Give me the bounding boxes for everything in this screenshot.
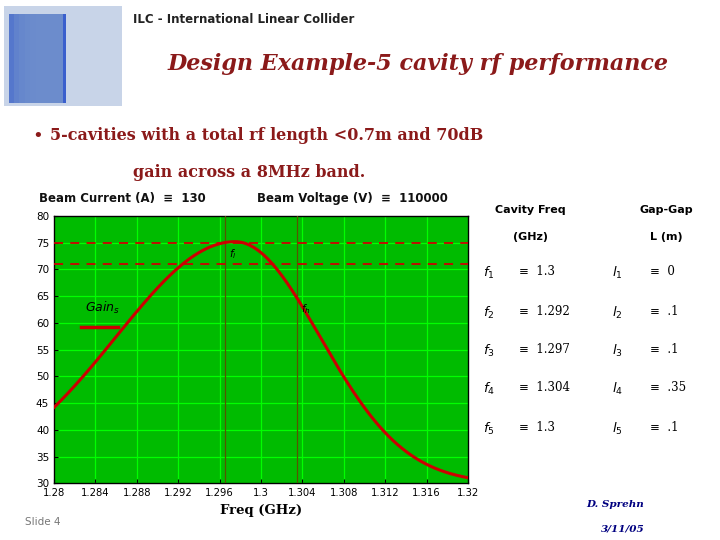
Text: Beam Voltage (V)  ≡  110000: Beam Voltage (V) ≡ 110000 (257, 192, 448, 205)
Bar (58, 15, 63, 103)
Bar (24, 15, 63, 103)
Text: Gap-Gap: Gap-Gap (639, 205, 693, 215)
Bar (41, 15, 63, 103)
Text: ≡  .35: ≡ .35 (649, 381, 685, 394)
Text: Design Example-5 cavity rf performance: Design Example-5 cavity rf performance (167, 53, 668, 75)
Bar (4, 5, 122, 106)
Bar (9, 15, 66, 103)
Text: (GHz): (GHz) (513, 232, 548, 242)
Text: $l_2$: $l_2$ (612, 305, 623, 321)
Text: $f_l$: $f_l$ (229, 247, 237, 261)
Text: ≡  1.3: ≡ 1.3 (518, 421, 554, 434)
Bar (14, 15, 63, 103)
Text: $f_2$: $f_2$ (484, 305, 495, 321)
Text: Cavity Freq: Cavity Freq (495, 205, 566, 215)
Bar (46, 15, 63, 103)
Text: $f_h$: $f_h$ (302, 303, 311, 316)
Text: 5-cavities with a total rf length <0.7m and 70dB: 5-cavities with a total rf length <0.7m … (50, 126, 483, 144)
Text: $f_3$: $f_3$ (484, 343, 495, 359)
Text: $l_4$: $l_4$ (612, 381, 624, 397)
Bar (36, 15, 63, 103)
Text: gain across a 8MHz band.: gain across a 8MHz band. (133, 164, 365, 181)
X-axis label: Freq (GHz): Freq (GHz) (220, 504, 302, 517)
Text: $f_1$: $f_1$ (484, 265, 495, 281)
Text: D. Sprehn: D. Sprehn (587, 500, 644, 509)
Text: Beam Current (A)  ≡  130: Beam Current (A) ≡ 130 (39, 192, 206, 205)
Text: ILC - International Linear Collider: ILC - International Linear Collider (133, 14, 354, 26)
Text: $l_3$: $l_3$ (612, 343, 623, 359)
Bar (9, 15, 63, 103)
Text: ≡  1.304: ≡ 1.304 (518, 381, 570, 394)
Text: ≡  .1: ≡ .1 (649, 343, 678, 356)
Text: ≡  1.3: ≡ 1.3 (518, 265, 554, 278)
Text: 3/11/05: 3/11/05 (600, 524, 644, 533)
Text: $Gain_s$: $Gain_s$ (85, 300, 120, 316)
Text: Slide 4: Slide 4 (25, 517, 60, 527)
Text: ≡  0: ≡ 0 (649, 265, 675, 278)
Bar (52, 15, 63, 103)
Text: $f_5$: $f_5$ (484, 421, 495, 437)
Bar (19, 15, 63, 103)
Text: $l_1$: $l_1$ (612, 265, 623, 281)
Text: L (m): L (m) (649, 232, 683, 242)
Text: ≡  1.297: ≡ 1.297 (518, 343, 570, 356)
Text: ≡  .1: ≡ .1 (649, 421, 678, 434)
Text: ≡  .1: ≡ .1 (649, 305, 678, 318)
Text: ≡  1.292: ≡ 1.292 (518, 305, 570, 318)
Text: •: • (32, 126, 43, 145)
Text: $l_5$: $l_5$ (612, 421, 623, 437)
Text: $f_4$: $f_4$ (484, 381, 495, 397)
Bar (30, 15, 63, 103)
